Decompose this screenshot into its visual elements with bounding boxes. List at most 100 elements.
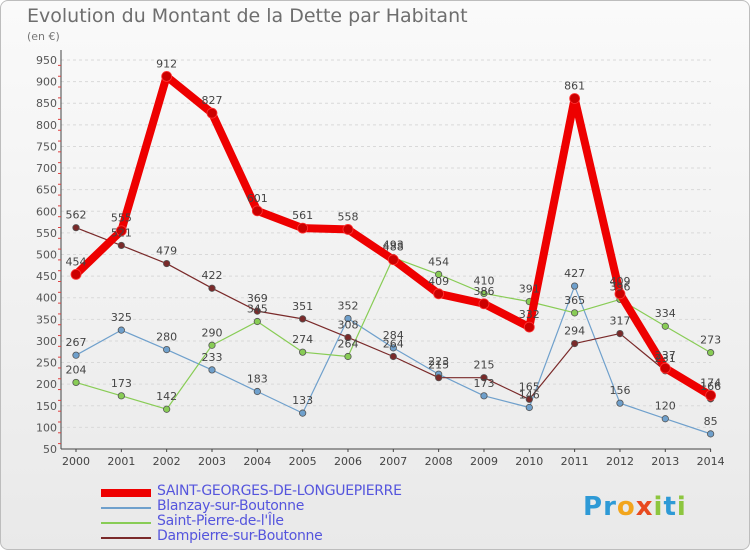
data-label: 133 xyxy=(292,394,313,407)
data-point xyxy=(616,399,624,407)
logo-letter: t xyxy=(663,492,677,522)
y-tick-label: 800 xyxy=(36,119,57,132)
data-label: 146 xyxy=(519,389,540,402)
data-point xyxy=(707,430,715,438)
data-point xyxy=(705,390,717,401)
data-point xyxy=(571,339,579,348)
data-label: 317 xyxy=(609,315,630,328)
data-label: 273 xyxy=(700,334,721,347)
data-label: 409 xyxy=(428,275,449,288)
data-label: 274 xyxy=(292,333,313,346)
y-tick-label: 350 xyxy=(36,313,57,326)
x-tick-label: 2003 xyxy=(198,455,226,468)
logo-letter: r xyxy=(603,492,617,522)
data-label: 351 xyxy=(292,300,313,313)
data-point xyxy=(72,351,80,359)
data-point xyxy=(208,284,216,292)
legend-swatch xyxy=(101,536,151,539)
y-tick-label: 50 xyxy=(43,443,57,456)
y-tick-label: 900 xyxy=(36,76,57,89)
data-point xyxy=(480,392,488,400)
unit-label: (en €) xyxy=(27,30,60,43)
legend-label: SAINT-GEORGES-DE-LONGUEPIERRE xyxy=(157,483,402,499)
data-point xyxy=(299,409,307,417)
data-point xyxy=(525,395,533,403)
data-point xyxy=(161,71,173,82)
data-point xyxy=(344,333,352,342)
data-label: 488 xyxy=(383,241,404,254)
data-label: 267 xyxy=(66,336,87,349)
data-point xyxy=(163,259,171,268)
data-point xyxy=(208,341,216,349)
y-tick-label: 100 xyxy=(36,421,57,434)
data-label: 294 xyxy=(564,325,585,338)
x-tick-label: 2000 xyxy=(62,455,90,468)
data-point xyxy=(342,224,354,235)
legend-swatch xyxy=(101,488,151,497)
data-label: 215 xyxy=(473,359,494,372)
data-label: 479 xyxy=(156,245,177,258)
data-label: 555 xyxy=(111,212,132,225)
logo-letter: i xyxy=(653,492,664,522)
y-tick-label: 200 xyxy=(36,378,57,391)
chart-title: Evolution du Montant de la Dette par Hab… xyxy=(27,5,468,27)
x-tick-label: 2006 xyxy=(334,455,362,468)
data-label: 386 xyxy=(473,285,494,298)
y-tick-label: 950 xyxy=(36,54,57,67)
data-point xyxy=(253,317,261,326)
data-label: 173 xyxy=(111,377,132,390)
x-tick-label: 2010 xyxy=(515,455,543,468)
data-label: 183 xyxy=(247,373,268,386)
data-label: 396 xyxy=(609,280,630,293)
data-label: 558 xyxy=(337,210,358,223)
data-label: 561 xyxy=(292,209,313,222)
y-tick-label: 450 xyxy=(36,270,57,283)
data-label: 156 xyxy=(609,384,630,397)
y-tick-label: 250 xyxy=(36,357,57,370)
data-point xyxy=(117,326,125,334)
data-point xyxy=(659,362,671,374)
data-point xyxy=(478,298,490,310)
y-tick-label: 550 xyxy=(36,227,57,240)
data-point xyxy=(387,254,399,266)
data-point xyxy=(389,352,397,361)
x-tick-label: 2012 xyxy=(606,455,634,468)
data-point xyxy=(72,378,80,387)
data-label: 223 xyxy=(428,355,449,368)
data-point xyxy=(163,345,171,354)
data-point xyxy=(525,403,533,412)
data-label: 280 xyxy=(156,331,177,344)
y-tick-label: 650 xyxy=(36,184,57,197)
data-label: 827 xyxy=(201,94,222,107)
data-point xyxy=(206,107,218,119)
line-chart: 50 100 150 200 250 300 350 400 450 500 550 600 650 70… xyxy=(36,50,725,468)
data-point xyxy=(523,321,535,333)
legend-label: Blanzay-sur-Boutonne xyxy=(157,498,305,514)
data-label: 345 xyxy=(247,302,268,315)
data-label: 85 xyxy=(704,415,718,428)
x-tick-label: 2009 xyxy=(470,455,498,468)
data-label: 332 xyxy=(519,308,540,321)
data-point xyxy=(571,309,579,317)
data-label: 369 xyxy=(247,292,268,305)
data-label: 493 xyxy=(383,239,404,252)
data-label: 334 xyxy=(655,307,676,320)
data-label: 521 xyxy=(111,226,132,239)
data-point xyxy=(344,352,352,361)
x-tick-label: 2007 xyxy=(379,455,407,468)
y-tick-label: 150 xyxy=(36,400,57,413)
data-label: 231 xyxy=(655,352,676,365)
data-point xyxy=(117,241,125,250)
data-label: 142 xyxy=(156,390,177,403)
data-label: 409 xyxy=(609,275,630,288)
data-point xyxy=(571,282,579,290)
y-tick-label: 500 xyxy=(36,249,57,262)
x-tick-label: 2013 xyxy=(651,455,679,468)
data-label: 422 xyxy=(201,269,222,282)
y-tick-label: 750 xyxy=(36,140,57,153)
data-label: 290 xyxy=(201,326,222,339)
x-tick-label: 2014 xyxy=(697,455,725,468)
data-point xyxy=(435,374,443,382)
data-label: 165 xyxy=(519,380,540,393)
